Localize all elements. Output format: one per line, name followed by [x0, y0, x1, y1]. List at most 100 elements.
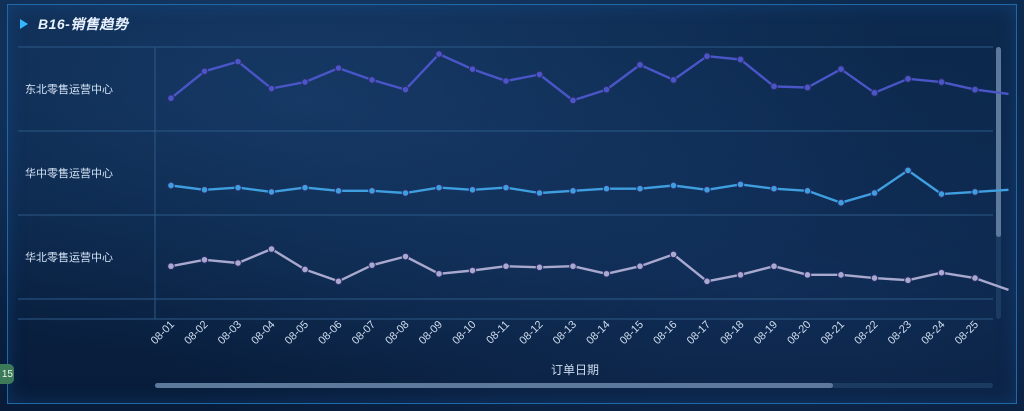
data-point[interactable]	[904, 75, 912, 83]
data-point[interactable]	[435, 269, 443, 278]
data-point[interactable]	[368, 76, 376, 84]
data-point[interactable]	[200, 185, 209, 194]
data-point[interactable]	[669, 181, 678, 190]
series-line-2	[170, 169, 1009, 204]
data-point[interactable]	[301, 183, 309, 192]
data-point[interactable]	[334, 64, 343, 72]
data-point[interactable]	[803, 187, 812, 195]
row-label-2: 华中零售运营中心	[25, 166, 113, 180]
data-point[interactable]	[636, 61, 644, 69]
x-tick-label: 08-11	[484, 319, 512, 347]
panel-header: B16-销售趋势	[20, 14, 128, 34]
data-point[interactable]	[870, 189, 879, 197]
data-point[interactable]	[837, 198, 845, 207]
data-point[interactable]	[200, 67, 209, 76]
data-point[interactable]	[301, 78, 309, 86]
data-point[interactable]	[971, 85, 979, 94]
data-point[interactable]	[502, 262, 510, 271]
data-point[interactable]	[267, 84, 276, 93]
data-point[interactable]	[971, 274, 979, 282]
data-point[interactable]	[602, 269, 611, 278]
x-tick-label: 08-23	[886, 319, 914, 347]
data-point[interactable]	[401, 189, 410, 197]
data-point[interactable]	[569, 96, 577, 105]
data-point[interactable]	[368, 187, 376, 195]
data-point[interactable]	[200, 255, 209, 264]
panel-frame	[7, 4, 1017, 404]
data-point[interactable]	[569, 262, 577, 271]
data-point[interactable]	[535, 263, 544, 272]
data-point[interactable]	[234, 259, 242, 267]
data-point[interactable]	[803, 271, 812, 279]
page-badge[interactable]: 15	[0, 364, 14, 384]
x-tick-label: 08-22	[852, 319, 880, 347]
horizontal-scrollbar-thumb[interactable]	[155, 383, 833, 388]
data-point[interactable]	[435, 183, 443, 192]
data-point[interactable]	[703, 185, 711, 194]
data-point[interactable]	[971, 188, 979, 196]
data-point[interactable]	[736, 55, 745, 64]
data-point[interactable]	[468, 65, 477, 73]
data-point[interactable]	[937, 78, 946, 86]
data-point[interactable]	[334, 277, 343, 286]
data-point[interactable]	[669, 76, 678, 84]
x-tick-label: 08-24	[919, 319, 947, 347]
x-tick-label: 08-19	[752, 319, 780, 347]
data-point[interactable]	[803, 83, 812, 92]
data-point[interactable]	[368, 261, 376, 269]
data-point[interactable]	[736, 271, 745, 279]
data-point[interactable]	[535, 189, 544, 197]
data-point[interactable]	[167, 94, 175, 103]
data-point[interactable]	[502, 77, 510, 85]
data-point[interactable]	[703, 52, 711, 61]
data-point[interactable]	[636, 184, 644, 193]
data-point[interactable]	[602, 184, 611, 193]
data-point[interactable]	[703, 277, 711, 286]
data-point[interactable]	[401, 85, 410, 94]
x-tick-label: 08-21	[819, 319, 847, 347]
x-tick-label: 08-06	[316, 319, 344, 347]
data-point[interactable]	[837, 65, 845, 73]
x-tick-label: 08-07	[350, 319, 378, 347]
data-point[interactable]	[669, 250, 678, 259]
data-point[interactable]	[334, 187, 343, 195]
row-label-1: 东北零售运营中心	[25, 82, 113, 96]
data-point[interactable]	[535, 70, 544, 79]
data-point[interactable]	[770, 82, 778, 91]
x-tick-label: 08-03	[216, 319, 244, 347]
data-point[interactable]	[468, 266, 477, 275]
data-point[interactable]	[904, 276, 912, 285]
data-point[interactable]	[435, 50, 443, 58]
data-point[interactable]	[468, 185, 477, 194]
series-line-1	[170, 52, 1009, 102]
data-point[interactable]	[904, 166, 912, 175]
data-point[interactable]	[602, 85, 611, 94]
data-point[interactable]	[636, 262, 644, 271]
data-point[interactable]	[770, 262, 778, 271]
data-point[interactable]	[267, 188, 276, 196]
data-point[interactable]	[870, 89, 879, 97]
x-axis-title: 订单日期	[551, 363, 599, 377]
data-point[interactable]	[234, 57, 242, 66]
x-tick-label: 08-14	[584, 319, 612, 347]
data-point[interactable]	[267, 245, 276, 253]
series-line-3	[170, 247, 1009, 292]
data-point[interactable]	[401, 252, 410, 261]
data-point[interactable]	[167, 181, 175, 190]
x-tick-label: 08-17	[685, 319, 713, 347]
vertical-scrollbar-thumb[interactable]	[996, 47, 1001, 237]
data-point[interactable]	[937, 268, 946, 277]
data-point[interactable]	[736, 180, 745, 189]
data-point[interactable]	[770, 184, 778, 193]
data-point[interactable]	[234, 183, 242, 192]
data-point[interactable]	[301, 265, 309, 274]
data-point[interactable]	[502, 183, 510, 192]
data-point[interactable]	[937, 190, 946, 198]
x-tick-label: 08-02	[182, 319, 210, 347]
data-point[interactable]	[167, 262, 175, 271]
data-point[interactable]	[837, 271, 845, 279]
data-point[interactable]	[569, 187, 577, 195]
x-tick-label: 08-20	[785, 319, 813, 347]
data-point[interactable]	[870, 274, 879, 282]
